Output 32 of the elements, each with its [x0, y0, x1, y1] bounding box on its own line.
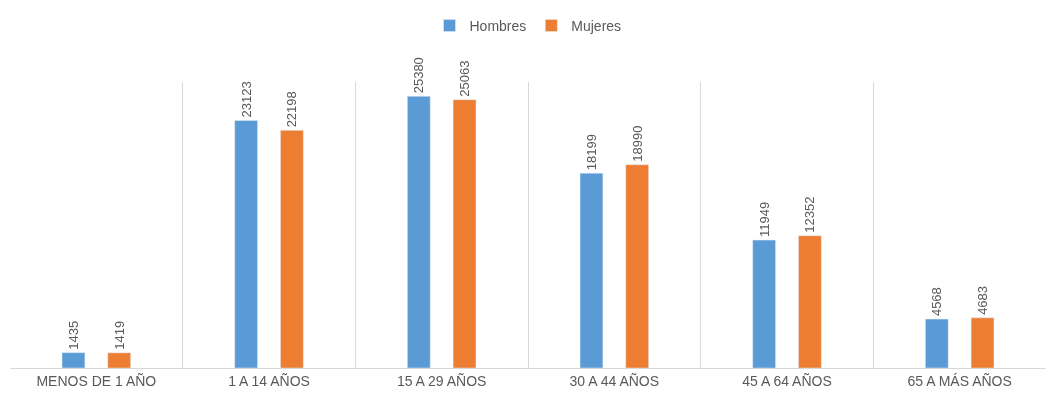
data-label: 12352 — [802, 196, 818, 233]
x-tick-label: 15 A 29 AÑOS — [396, 372, 487, 389]
bar — [61, 352, 86, 368]
data-label: 11949 — [756, 201, 772, 238]
bar — [234, 120, 258, 368]
data-label: 1435 — [65, 320, 81, 350]
bar — [625, 164, 649, 368]
data-label: 1419 — [111, 320, 127, 350]
bar — [407, 96, 431, 368]
x-tick-label: 65 A MÁS AÑOS — [907, 372, 1012, 389]
bar — [798, 235, 822, 368]
data-label: 18990 — [629, 125, 645, 162]
data-label: 25063 — [457, 60, 473, 97]
legend-label: Hombres — [469, 18, 527, 35]
legend-label: Mujeres — [571, 18, 622, 35]
bar — [925, 318, 949, 368]
data-label: 18199 — [583, 134, 599, 171]
data-label: 22198 — [284, 91, 300, 128]
data-label: 23123 — [238, 81, 254, 118]
bar — [752, 239, 776, 368]
data-label: 4568 — [929, 287, 945, 317]
bar — [452, 99, 477, 368]
bar — [280, 130, 304, 368]
data-label: 4683 — [975, 285, 991, 315]
x-tick-label: MENOS DE 1 AÑO — [36, 372, 157, 389]
bar — [970, 317, 995, 368]
x-tick-label: 1 A 14 AÑOS — [228, 372, 310, 389]
data-label: 25380 — [411, 57, 427, 94]
bar — [107, 352, 131, 368]
x-tick-label: 30 A 44 AÑOS — [569, 372, 660, 389]
x-tick-label: 45 A 64 AÑOS — [742, 372, 832, 389]
bar — [579, 172, 604, 368]
